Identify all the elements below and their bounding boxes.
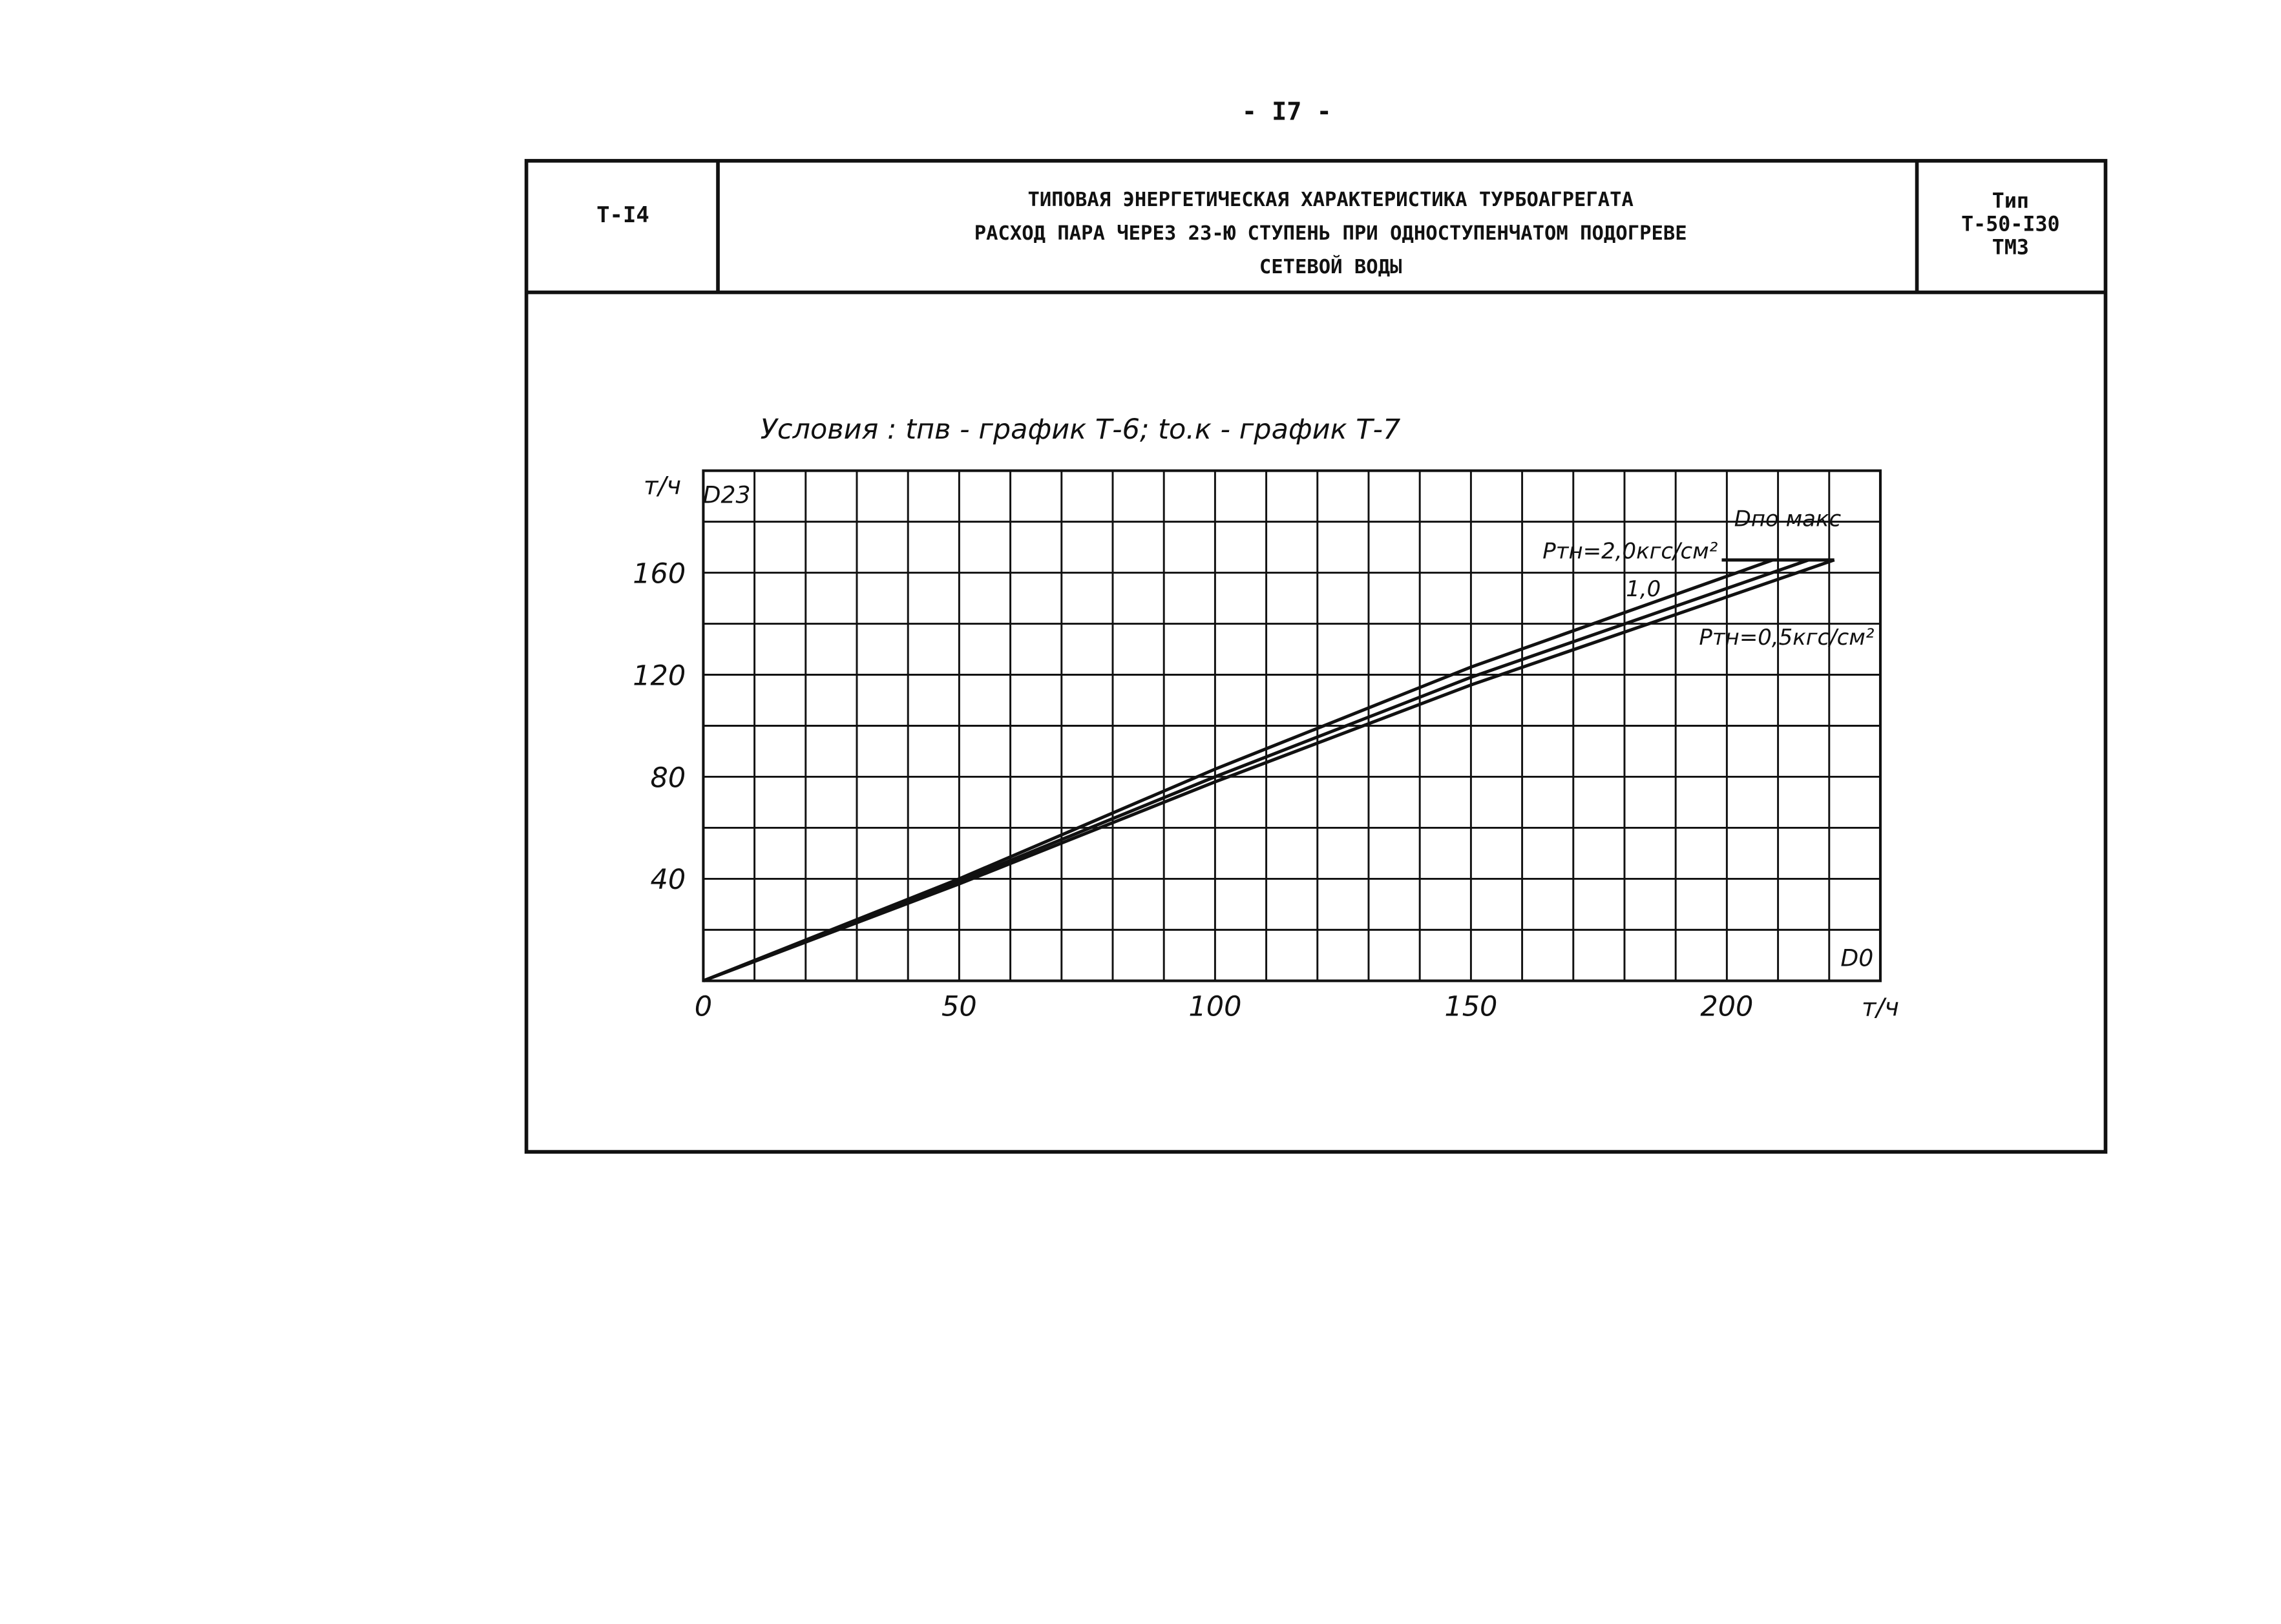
header-title: СЕТЕВОЙ ВОДЫ: [1259, 255, 1402, 278]
series-label: 1,0: [1626, 576, 1661, 602]
x-tick-label: 100: [1188, 991, 1241, 1023]
x-label: D0: [1840, 944, 1873, 972]
chart: 0 50 100 150 200 40 80 120 160 т/ч т/ч D23 D0 Условия…: [633, 413, 1899, 1023]
y-tick-label: 160: [633, 557, 686, 590]
x-tick-label: 200: [1700, 991, 1753, 1023]
header-type: Т-50-I30: [1961, 213, 2059, 236]
data-line: [702, 558, 1835, 983]
y-tick-label: 40: [651, 864, 686, 896]
header-code: Т-I4: [596, 202, 649, 228]
subtitle: Условия : tпв - график Т-6; tо.к - графи…: [761, 413, 1401, 446]
x-tick-label: 150: [1444, 991, 1497, 1023]
series-label: Pтн=0,5кгс/см²: [1699, 625, 1875, 651]
header-type: ТМЗ: [1992, 236, 2029, 260]
x-tick-label: 50: [941, 991, 977, 1023]
y-unit: т/ч: [644, 472, 681, 501]
page-number: - I7 -: [1242, 98, 1332, 127]
x-unit: т/ч: [1862, 994, 1899, 1023]
header-type: Тип: [1992, 189, 2029, 213]
frame: [524, 159, 2108, 1154]
series-label: Pтн=2,0кгс/см²: [1542, 538, 1718, 564]
x-tick-label: 0: [695, 991, 712, 1023]
y-label: D23: [703, 481, 751, 508]
series-label: Dпо макс: [1734, 506, 1842, 532]
header-title: РАСХОД ПАРА ЧЕРЕЗ 23-Ю СТУПЕНЬ ПРИ ОДНОС…: [974, 222, 1687, 245]
header-title: ТИПОВАЯ ЭНЕРГЕТИЧЕСКАЯ ХАРАКТЕРИСТИКА ТУ…: [1027, 189, 1633, 211]
y-tick-label: 120: [633, 660, 686, 692]
y-tick-label: 80: [651, 762, 686, 794]
